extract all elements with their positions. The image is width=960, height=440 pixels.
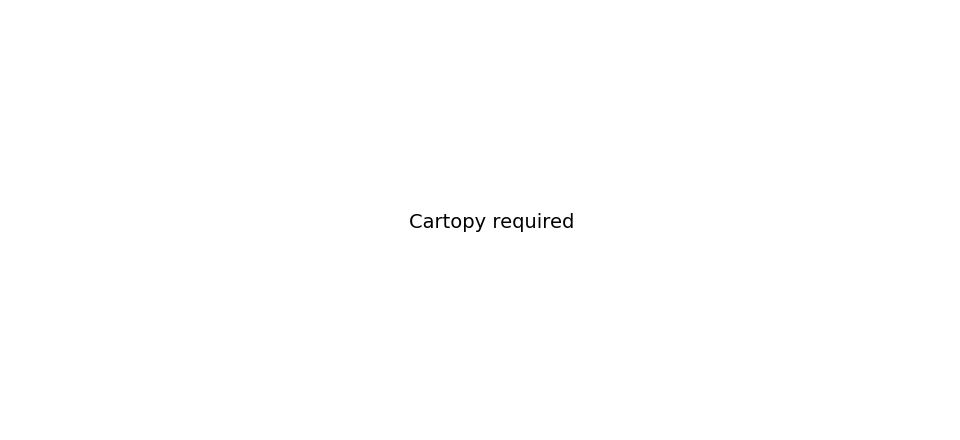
Text: Cartopy required: Cartopy required — [409, 213, 575, 232]
